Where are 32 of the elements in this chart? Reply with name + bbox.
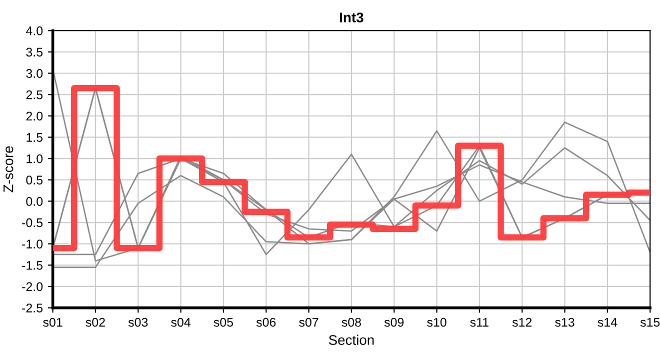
- y-tick-label: 2.0: [26, 112, 43, 121]
- x-tick-label: s01: [43, 318, 62, 327]
- y-axis-title: Z-score: [4, 146, 14, 192]
- x-tick-label: s14: [598, 318, 618, 327]
- x-tick-label: s05: [214, 318, 234, 327]
- x-tick-label: s15: [640, 318, 660, 327]
- x-axis-title: Section: [328, 334, 374, 345]
- y-tick-label: 0.0: [26, 196, 43, 206]
- y-tick-label: -1.0: [22, 240, 43, 248]
- x-tick-label: s02: [86, 318, 105, 327]
- y-tick-label: 1.5: [26, 133, 43, 142]
- y-tick-label: -1.5: [22, 261, 43, 270]
- y-tick-label: 1.0: [26, 154, 43, 164]
- x-tick-label: s06: [256, 318, 276, 327]
- x-tick-label: s09: [384, 318, 404, 327]
- y-tick-label: 3.0: [26, 69, 43, 78]
- x-tick-label: s13: [555, 318, 574, 327]
- y-tick-label: 3.5: [26, 48, 43, 57]
- x-tick-label: s04: [171, 318, 191, 327]
- x-tick-label: s11: [470, 318, 488, 327]
- y-tick-label: 0.5: [26, 176, 43, 185]
- chart-title: Int3: [340, 12, 364, 22]
- y-tick-label: -2.0: [22, 282, 43, 292]
- x-tick-label: s12: [512, 318, 532, 327]
- x-tick-label: s08: [342, 318, 361, 327]
- x-tick-label: s10: [427, 318, 446, 327]
- y-tick-label: -0.5: [22, 218, 43, 228]
- y-tick-label: 2.5: [26, 90, 43, 100]
- x-tick-label: s07: [299, 318, 318, 327]
- x-tick-label: s03: [128, 318, 148, 327]
- y-tick-label: 4.0: [26, 26, 43, 36]
- y-tick-label: -2.5: [22, 304, 43, 312]
